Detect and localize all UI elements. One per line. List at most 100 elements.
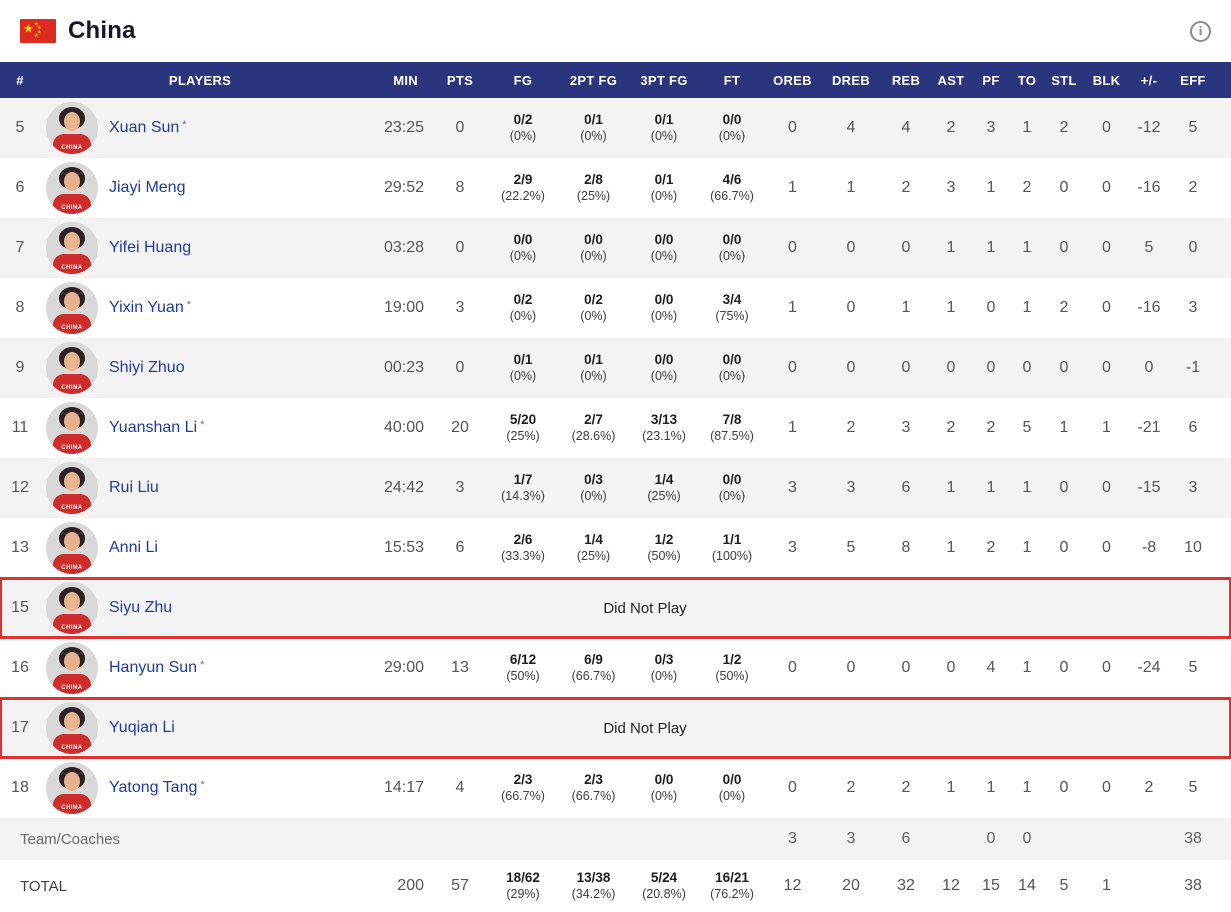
player-name-link[interactable]: Siyu Zhu (109, 599, 173, 616)
player-avatar[interactable]: CHINA (46, 282, 98, 334)
stat-ft: 3/4 (75%) (715, 292, 749, 323)
stat-plus-minus: 2 (1144, 779, 1154, 796)
team-pts (432, 818, 488, 860)
stat-stl: 0 (1059, 779, 1069, 796)
player-name-link[interactable]: Hanyun Sun * (109, 659, 205, 676)
stat-reb: 2 (901, 179, 911, 196)
player-name-link[interactable]: Jiayi Meng (109, 179, 186, 196)
col-header-fg: FG (488, 62, 558, 98)
stat-ft: 0/0 (0%) (718, 232, 746, 263)
stat-pf: 1 (986, 479, 996, 496)
stat-pts: 0 (455, 359, 465, 376)
box-score-table: # PLAYERS MIN PTS FG 2PT FG 3PT FG FT OR… (0, 62, 1231, 912)
player-name-link[interactable]: Yuqian Li (109, 719, 175, 736)
team-coaches-row: Team/Coaches 3 3 6 0 0 38 (0, 818, 1231, 860)
stat-ast: 0 (946, 659, 956, 676)
stat-ast: 1 (946, 779, 956, 796)
player-name-link[interactable]: Xuan Sun * (109, 119, 187, 136)
stat-2pt-fg: 0/2 (0%) (580, 292, 607, 323)
stat-pts: 8 (455, 179, 465, 196)
player-avatar[interactable]: CHINA (46, 762, 98, 814)
player-avatar[interactable]: CHINA (46, 342, 98, 394)
player-name-link[interactable]: Yixin Yuan * (109, 299, 192, 316)
stat-pts: 4 (455, 779, 465, 796)
stat-3pt-fg: 0/3 (0%) (650, 652, 678, 683)
stat-eff: 5 (1188, 779, 1198, 796)
stat-ast: 2 (946, 419, 956, 436)
player-avatar[interactable]: CHINA (46, 702, 98, 754)
info-icon[interactable]: i (1190, 20, 1211, 42)
player-row: 8 CHINA Yixin Yuan * 19:00 3 0/2 (0%) 0/2(… (0, 278, 1231, 338)
player-number: 6 (15, 179, 25, 196)
stat-pts: 6 (455, 539, 465, 556)
stat-fg: 0/2 (0%) (509, 292, 537, 323)
col-header-number: # (0, 62, 40, 98)
stat-2pt-fg: 0/1 (0%) (580, 112, 607, 143)
stat-pf: 4 (986, 659, 996, 676)
stat-to: 2 (1022, 179, 1032, 196)
stat-dreb: 5 (846, 539, 856, 556)
stat-dreb: 2 (846, 419, 856, 436)
stat-ast: 3 (946, 179, 956, 196)
stat-ast: 1 (946, 479, 956, 496)
stat-blk: 0 (1102, 779, 1111, 796)
stat-pf: 2 (986, 419, 996, 436)
player-name-link[interactable]: Shiyi Zhuo (109, 359, 185, 376)
player-number: 17 (11, 719, 29, 736)
stat-dreb: 1 (846, 179, 856, 196)
col-header-to: TO (1010, 62, 1044, 98)
player-name-link[interactable]: Yatong Tang * (109, 779, 205, 796)
player-name-link[interactable]: Yuanshan Li * (109, 419, 205, 436)
player-row: 13 CHINA Anni Li 15:53 6 2/6 (33.3%) 1/4(… (0, 518, 1231, 578)
team-min (360, 818, 432, 860)
player-name-link[interactable]: Anni Li (109, 539, 158, 556)
player-avatar[interactable]: CHINA (46, 102, 98, 154)
stat-fg: 2/6 (33.3%) (501, 532, 545, 563)
player-name-link[interactable]: Rui Liu (109, 479, 159, 496)
player-row: 9 CHINA Shiyi Zhuo 00:23 0 0/1 (0%) 0/1 (0… (0, 338, 1231, 398)
player-number: 15 (11, 599, 29, 616)
player-avatar[interactable]: CHINA (46, 522, 98, 574)
player-avatar[interactable]: CHINA (46, 402, 98, 454)
player-number: 11 (11, 419, 29, 436)
player-number: 9 (15, 359, 25, 376)
stat-to: 5 (1022, 419, 1032, 436)
stat-min: 24:42 (383, 479, 424, 496)
stat-3pt-fg: 1/2 (50%) (647, 532, 681, 563)
player-avatar[interactable]: CHINA (46, 642, 98, 694)
stat-min: 29:52 (383, 179, 424, 196)
team-eff: 38 (1184, 830, 1202, 847)
stat-2pt-fg: 6/9 (66.7%) (571, 652, 616, 683)
player-name-link[interactable]: Yifei Huang (109, 239, 192, 256)
stat-pf: 0 (986, 299, 996, 316)
stat-pf: 2 (986, 539, 996, 556)
team-coaches-label: Team/Coaches (20, 830, 121, 848)
col-header-stl: STL (1044, 62, 1084, 98)
stat-oreb: 1 (788, 419, 797, 436)
did-not-play-label: Did Not Play (603, 599, 687, 617)
stat-fg: 0/0 (0%) (509, 232, 537, 263)
player-avatar[interactable]: CHINA (46, 582, 98, 634)
col-header-reb: REB (882, 62, 930, 98)
stat-dreb: 0 (846, 299, 856, 316)
stat-eff: 0 (1188, 239, 1198, 256)
stat-blk: 1 (1102, 419, 1111, 436)
stat-pf: 1 (986, 179, 996, 196)
stat-ft: 0/0 (0%) (718, 112, 746, 143)
stat-eff: -1 (1185, 359, 1201, 376)
player-avatar[interactable]: CHINA (46, 222, 98, 274)
stat-reb: 6 (901, 479, 911, 496)
stat-min: 23:25 (383, 119, 424, 136)
stat-3pt-fg: 0/1 (0%) (650, 112, 678, 143)
col-header-2pt-fg: 2PT FG (558, 62, 629, 98)
col-header-players: PLAYERS (40, 62, 360, 98)
stat-oreb: 3 (788, 479, 797, 496)
stat-2pt-fg: 2/8 (25%) (576, 172, 611, 203)
stat-stl: 0 (1059, 539, 1069, 556)
player-avatar[interactable]: CHINA (46, 462, 98, 514)
stat-stl: 0 (1059, 179, 1069, 196)
col-header-eff: EFF (1169, 62, 1231, 98)
stat-blk: 0 (1102, 359, 1111, 376)
player-avatar[interactable]: CHINA (46, 162, 98, 214)
stat-stl: 0 (1059, 359, 1069, 376)
